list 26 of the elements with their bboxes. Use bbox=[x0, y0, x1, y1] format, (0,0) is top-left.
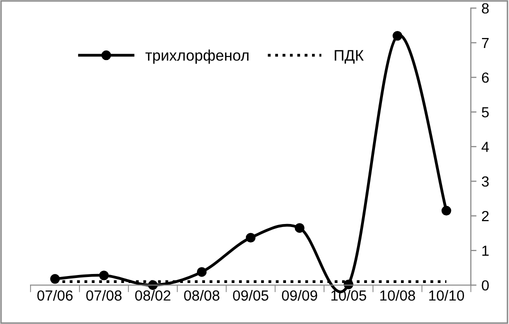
x-tick-label: 07/08 bbox=[86, 290, 122, 301]
legend-label: трихлорфенол bbox=[145, 50, 248, 64]
x-tick-label: 10/08 bbox=[380, 290, 416, 301]
y-tick-label: 1 bbox=[482, 246, 489, 256]
x-tick-label: 08/08 bbox=[184, 290, 220, 301]
x-tick-label: 10/05 bbox=[331, 290, 366, 301]
y-tick-label: 2 bbox=[482, 210, 489, 222]
point bbox=[392, 30, 402, 41]
y-tick-label: 4 bbox=[482, 142, 489, 152]
y-tick-label: 3 bbox=[482, 176, 489, 187]
x-tick-label: 09/05 bbox=[233, 290, 268, 301]
x-tick-label: 09/09 bbox=[282, 290, 318, 301]
legend-label: ПДК bbox=[334, 50, 364, 64]
y-tick-label: 6 bbox=[482, 72, 489, 83]
point bbox=[294, 223, 304, 233]
y-tick-label: 0 bbox=[482, 280, 489, 291]
x-tick-label: 10/10 bbox=[429, 290, 464, 301]
point bbox=[196, 267, 207, 277]
point bbox=[246, 232, 256, 243]
y-tick-label: 7 bbox=[482, 38, 489, 48]
x-tick-label: 07/06 bbox=[37, 290, 73, 301]
y-tick-label: 5 bbox=[482, 107, 489, 118]
y-tick-label: 8 bbox=[482, 3, 489, 14]
point bbox=[442, 206, 452, 216]
point bbox=[99, 270, 109, 280]
x-tick-label: 08/02 bbox=[135, 290, 170, 301]
